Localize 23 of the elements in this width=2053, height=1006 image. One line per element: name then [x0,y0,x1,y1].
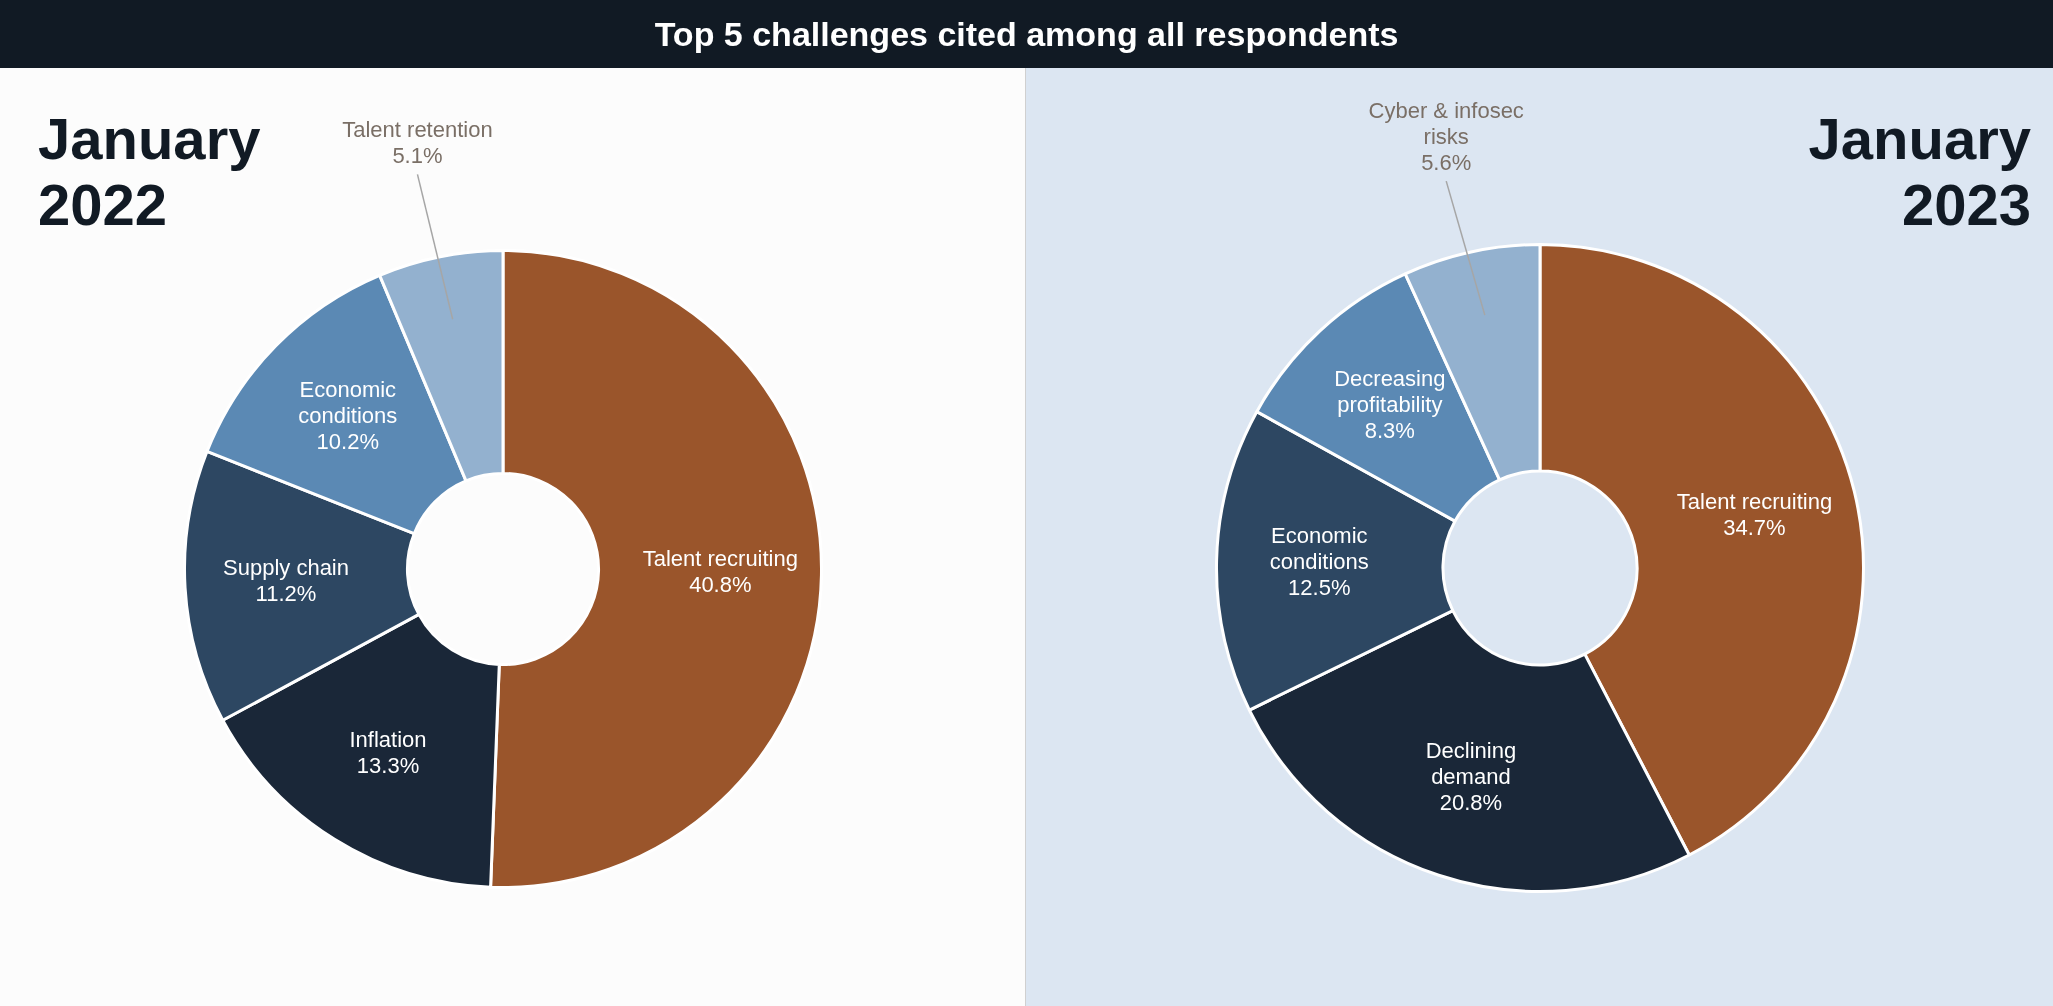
data-label: 10.2% [316,428,379,454]
data-label: 12.5% [1288,574,1351,600]
data-label: 11.2% [255,580,317,606]
slice-label: Supply chain [223,554,349,580]
data-label: 34.7% [1723,514,1786,540]
data-label: 20.8% [1439,789,1503,815]
slice-label: Talent recruiting [1676,488,1833,514]
data-label: 40.8% [689,572,752,598]
slice-label: Inflation [349,726,427,752]
data-label: 8.3% [1364,418,1415,444]
slice-label: Economic conditions [1269,522,1369,574]
slice-label: Declining demand [1425,737,1517,789]
text: Top 5 challenges cited among all respondents [0,0,2053,68]
data-label: 5.1% [392,143,443,169]
slice-label: Talent recruiting [642,546,798,572]
data-label: 5.6% [1421,150,1472,176]
slice-label: Cyber & infosec risks [1368,98,1524,150]
slice-label: Economic conditions [298,376,398,428]
data-label: 13.3% [356,752,420,778]
text: January 2023 [1807,106,2031,238]
slice-label: Decreasing profitability [1334,366,1446,418]
slice-label: Talent retention [342,117,493,143]
chart-subtitle: January 2022 [38,106,262,238]
